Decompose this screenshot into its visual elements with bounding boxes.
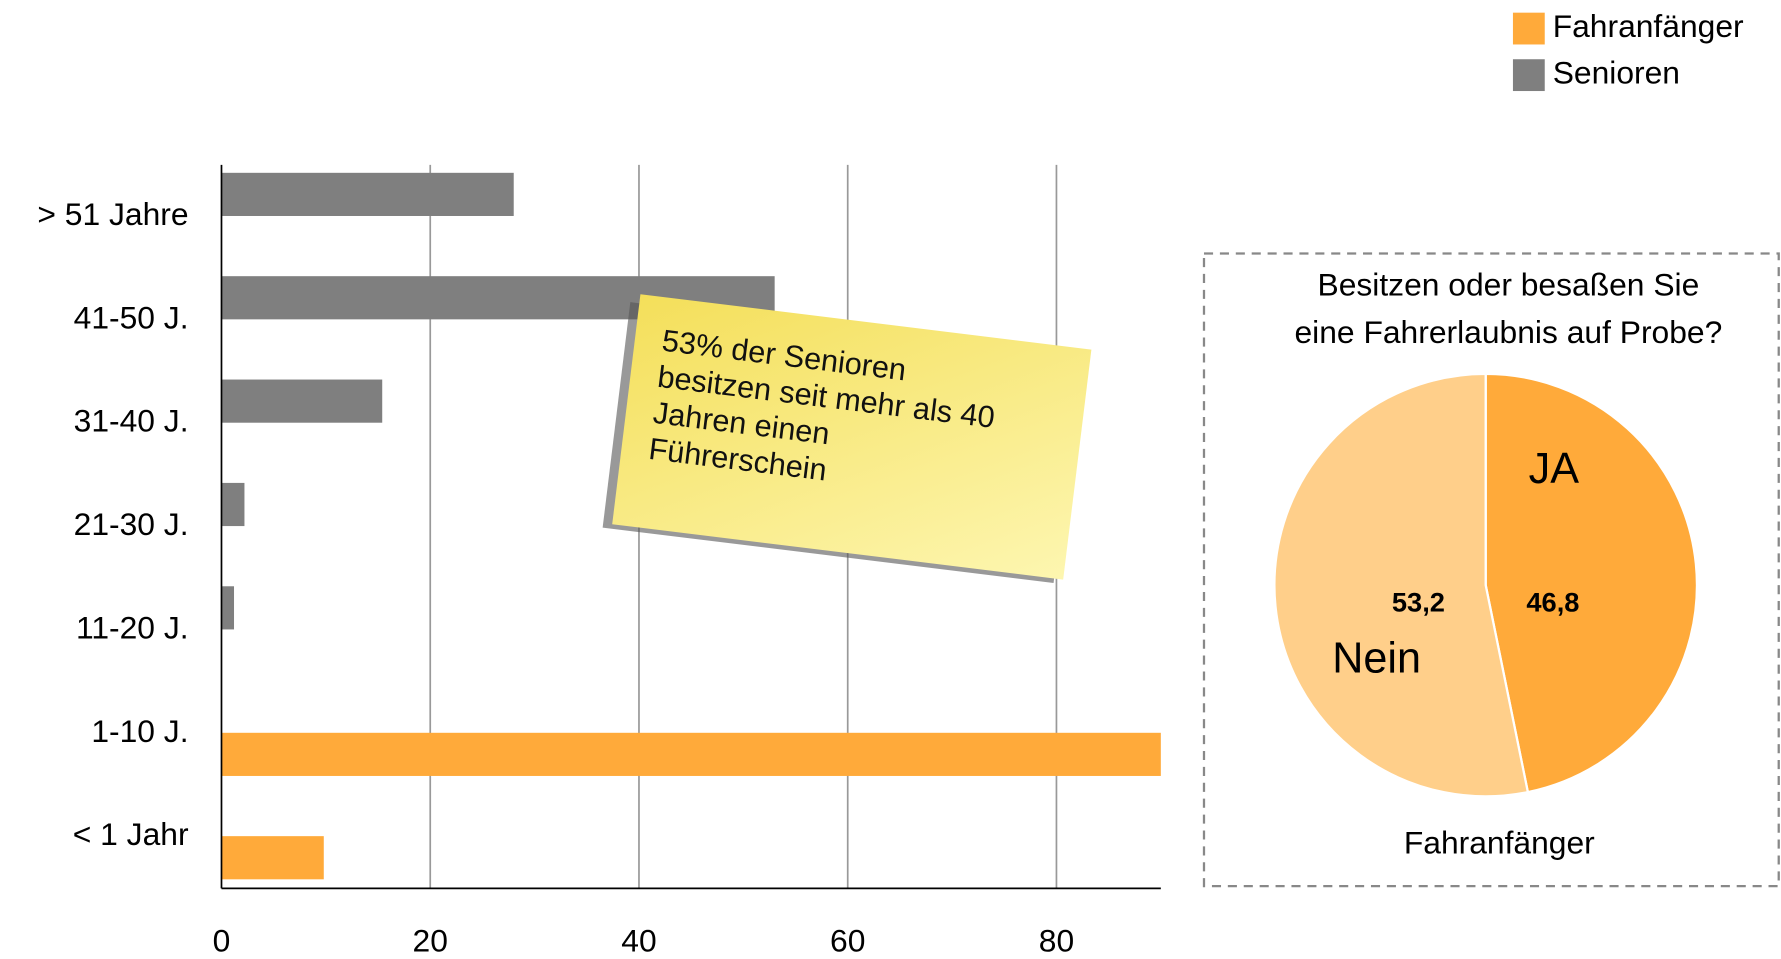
bar: [221, 586, 235, 630]
x-tick-label: 80: [1039, 922, 1074, 958]
pie-frame: [1202, 252, 1780, 888]
y-tick-label: 21-30 J.: [74, 506, 189, 542]
legend-label: Fahranfänger: [1553, 8, 1744, 44]
y-tick-label: 41-50 J.: [74, 299, 189, 335]
pie-slice: [1484, 372, 1699, 794]
pie-xlabel: Fahranfänger: [1404, 825, 1595, 861]
pie-slice: [1273, 372, 1530, 798]
bar: [221, 482, 245, 527]
bar: [221, 836, 324, 880]
pie-value-label: 46,8: [1526, 587, 1579, 618]
legend-swatch: [1512, 12, 1545, 45]
legend-label: Senioren: [1553, 55, 1680, 91]
y-tick-label: 1-10 J.: [91, 713, 188, 749]
legend-swatch: [1512, 59, 1545, 92]
pie-title: Besitzen oder besaßen Sie eine Fahrerlaub…: [1295, 267, 1723, 351]
y-tick-label: 11-20 J.: [76, 609, 189, 645]
annotation-note: 53% der Senioren besitzen seit mehr als …: [602, 294, 1092, 583]
x-tick-label: 20: [413, 922, 448, 958]
pie-value-label: 53,2: [1392, 587, 1445, 618]
bar: [221, 379, 383, 423]
x-tick-label: 0: [213, 922, 231, 958]
x-tick-label: 60: [830, 922, 865, 958]
pie-category-label: JA: [1529, 445, 1580, 493]
y-tick-label: > 51 Jahre: [37, 196, 188, 232]
bar: [221, 172, 514, 216]
y-tick-label: < 1 Jahr: [73, 816, 189, 852]
bar: [221, 732, 1161, 776]
y-tick-label: 31-40 J.: [74, 403, 189, 439]
note-text-box: 53% der Senioren besitzen seit mehr als …: [647, 323, 997, 487]
pie-category-label: Nein: [1332, 635, 1421, 683]
note-paper: [612, 294, 1092, 580]
x-tick-label: 40: [621, 922, 656, 958]
